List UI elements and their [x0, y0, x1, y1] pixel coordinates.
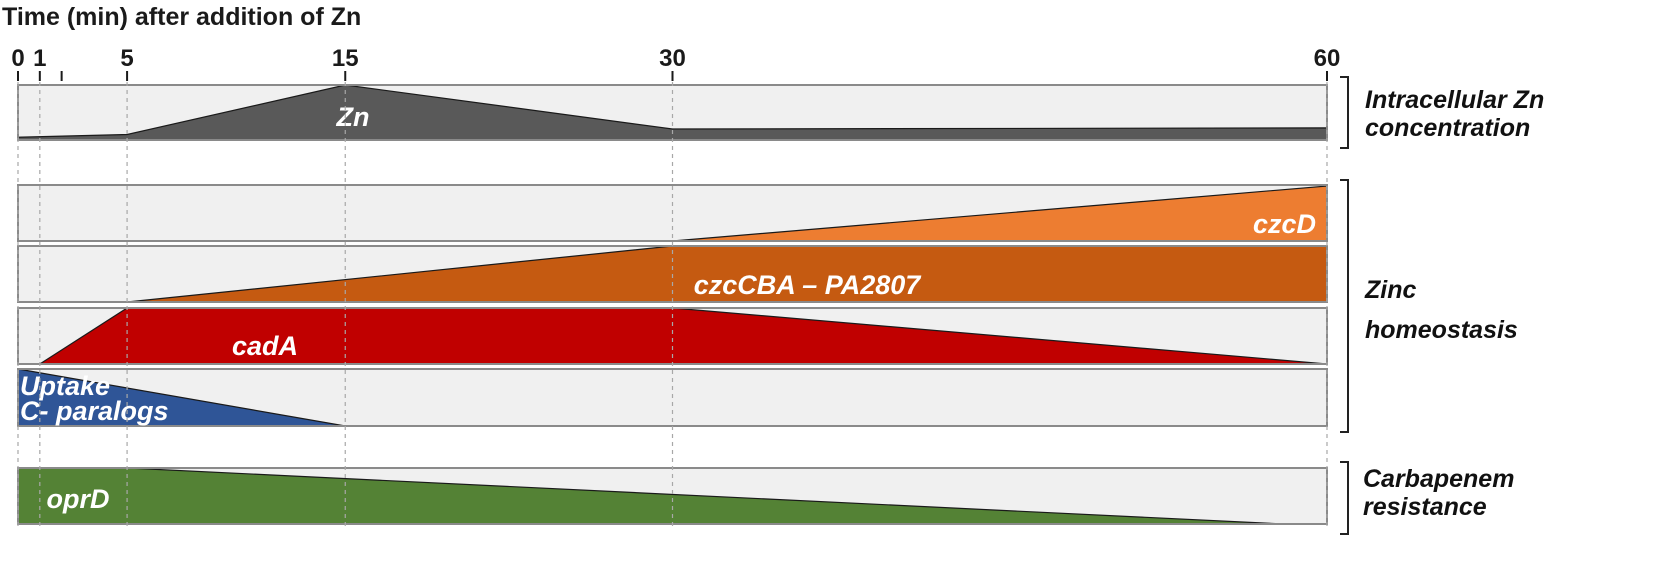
lane-label-oprD: oprD	[47, 484, 110, 514]
lane-oprD: oprD	[17, 467, 1328, 525]
time-gridlines	[17, 82, 1328, 528]
time-tick-label: 15	[332, 45, 359, 72]
group-label-carbapenem: Carbapenem resistance	[1363, 465, 1514, 521]
lane-label-zn: Zn	[336, 102, 370, 132]
lane-label-cadA: cadA	[232, 331, 298, 361]
time-tick-label: 1	[33, 45, 46, 72]
group-zinc: Zinc homeostasis	[1340, 179, 1518, 433]
group-carbapenem: Carbapenem resistance	[1340, 461, 1514, 535]
lane-label-czcCBA: czcCBA – PA2807	[694, 270, 923, 300]
group-intracellular: Intracellular Zn concentration	[1340, 76, 1544, 149]
time-tick-label: 0	[11, 45, 24, 72]
group-label-zinc: Zinc homeostasis	[1364, 276, 1518, 344]
lane-label-czcD: czcD	[1253, 209, 1316, 239]
time-tick-label: 30	[659, 45, 686, 72]
group-bracket	[1340, 461, 1349, 535]
group-bracket	[1340, 179, 1349, 433]
figure-title: Time (min) after addition of Zn	[2, 3, 361, 31]
time-tick-label: 5	[120, 45, 133, 72]
group-label-intracellular: Intracellular Zn concentration	[1365, 86, 1544, 142]
group-bracket	[1340, 76, 1349, 149]
time-tick-label: 60	[1314, 45, 1341, 72]
lane-label-uptake: Uptake C- paralogs	[20, 371, 169, 426]
time-axis: 0 1 5 15 30 60	[11, 45, 1340, 81]
lane-groups: Intracellular Zn concentration Zinc homeost…	[1340, 76, 1544, 535]
